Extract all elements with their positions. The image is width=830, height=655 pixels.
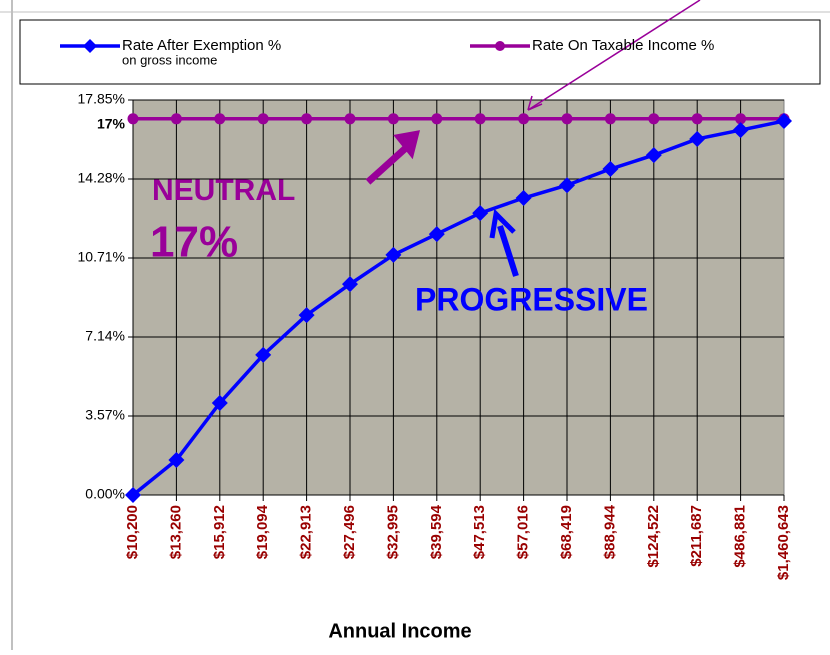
legend-marker <box>83 39 97 53</box>
marker <box>732 122 749 139</box>
marker <box>298 307 315 324</box>
legend-box <box>19 19 821 85</box>
marker <box>559 177 575 194</box>
y-tick-label: 7.14% <box>85 328 125 344</box>
marker <box>691 113 703 125</box>
x-tick-label: $486,881 <box>732 505 749 568</box>
x-tick-label: $88,944 <box>601 504 618 559</box>
marker <box>257 113 269 125</box>
marker <box>776 113 792 130</box>
legend-label: Rate On Taxable Income % <box>532 37 714 54</box>
x-axis-label: Annual Income <box>328 620 471 642</box>
x-tick-label: $47,513 <box>471 505 488 559</box>
x-tick-label: $10,200 <box>124 505 141 559</box>
annotation-arrow <box>365 143 411 185</box>
marker <box>472 205 489 222</box>
marker <box>255 346 272 363</box>
plot-area: 0.00% 3.57% 7.14% 10.71% 14.28% 17.85% 17% $10,… <box>78 91 792 580</box>
x-tick-label: $19,094 <box>254 504 271 559</box>
legend-note: on gross income <box>122 52 217 67</box>
legend-marker <box>495 41 505 51</box>
marker <box>301 113 313 125</box>
y-tick-label: 3.57% <box>85 407 125 423</box>
annotation-arrow-head <box>393 130 421 160</box>
x-tick-label: $1,460,643 <box>775 505 792 580</box>
plot-background <box>132 99 785 496</box>
marker <box>431 113 443 125</box>
marker <box>648 113 660 125</box>
marker <box>214 113 226 125</box>
x-tick-label: $57,016 <box>515 505 532 559</box>
marker <box>211 394 228 411</box>
y-tick-label: 0.00% <box>85 486 125 502</box>
x-tick-label: $13,260 <box>167 505 184 559</box>
marker <box>561 113 573 125</box>
y-tick-label: 17% <box>97 116 126 132</box>
marker <box>170 113 182 125</box>
marker <box>602 161 619 178</box>
annotation: NEUTRAL <box>152 174 295 207</box>
marker <box>125 487 141 503</box>
marker <box>474 113 486 125</box>
y-tick-label: 14.28% <box>78 170 125 186</box>
annotation-pointer-head <box>527 95 543 111</box>
marker <box>342 276 358 293</box>
x-tick-label: $211,687 <box>688 505 705 567</box>
y-tick-label: 10.71% <box>78 249 125 265</box>
x-tick-label: $32,995 <box>384 505 401 559</box>
x-tick-label: $22,913 <box>298 505 315 559</box>
series-line <box>131 119 785 497</box>
y-tick-label: 17.85% <box>78 91 125 107</box>
marker <box>385 246 402 263</box>
x-tick-label: $15,912 <box>211 505 228 559</box>
marker <box>518 113 530 125</box>
x-tick-label: $68,419 <box>558 505 575 559</box>
annotation-arrow-head <box>489 208 516 239</box>
annotation-pointer <box>527 0 701 111</box>
marker <box>344 113 356 125</box>
marker <box>735 113 747 125</box>
marker <box>645 147 662 164</box>
marker <box>387 113 399 125</box>
annotation-arrow <box>497 225 519 277</box>
x-tick-label: $39,594 <box>428 504 445 559</box>
marker <box>604 113 616 125</box>
marker <box>127 113 139 125</box>
annotation: 17% <box>150 218 238 267</box>
marker <box>428 226 445 243</box>
marker <box>689 130 706 147</box>
annotation: PROGRESSIVE <box>415 281 648 317</box>
marker <box>168 452 185 469</box>
x-tick-label: $124,522 <box>645 505 662 568</box>
marker <box>515 190 532 207</box>
x-tick-label: $27,496 <box>341 505 358 559</box>
legend-label: Rate After Exemption % <box>122 37 281 54</box>
